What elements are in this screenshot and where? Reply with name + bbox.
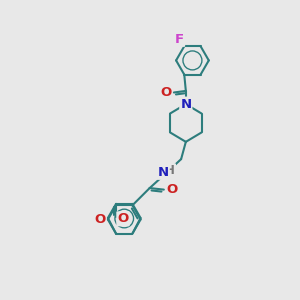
Text: H: H bbox=[165, 164, 175, 177]
Text: O: O bbox=[94, 213, 105, 226]
Text: O: O bbox=[117, 212, 129, 225]
Text: N: N bbox=[158, 166, 169, 179]
Text: N: N bbox=[180, 98, 191, 111]
Text: O: O bbox=[166, 183, 177, 196]
Text: F: F bbox=[175, 33, 184, 46]
Text: O: O bbox=[160, 86, 172, 99]
